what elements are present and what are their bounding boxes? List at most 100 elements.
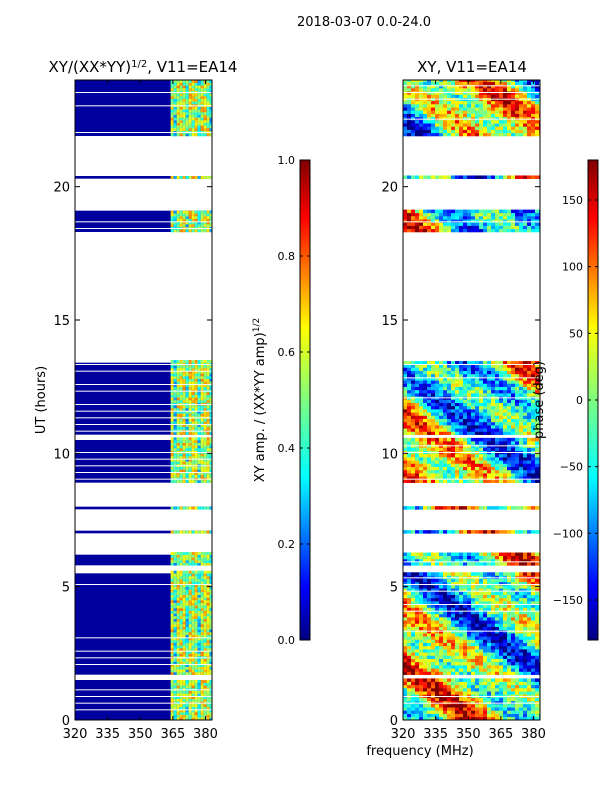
panel2-pixel	[503, 617, 507, 621]
panel2-pixel	[471, 377, 475, 381]
panel2-pixel	[447, 688, 451, 692]
panel1-pixel	[179, 717, 183, 720]
panel2-pixel	[499, 684, 503, 689]
panel1-pixel	[200, 93, 204, 97]
panel2-pixel	[511, 601, 515, 605]
panel2-pixel	[407, 425, 411, 429]
panel2-pixel	[443, 697, 447, 702]
panel2-pixel	[499, 415, 503, 419]
panel1-pixel	[206, 693, 210, 697]
panel2-pixel	[503, 607, 507, 611]
panel2-pixel	[455, 463, 459, 467]
panel2-pixel	[411, 594, 415, 599]
panel1-pixel	[179, 360, 183, 363]
panel1-pixel	[203, 466, 207, 470]
panel2-pixel	[515, 636, 519, 640]
panel2-pixel	[499, 575, 503, 579]
panel2-pixel	[415, 373, 419, 378]
panel1-pixel	[182, 648, 186, 651]
panel1-pixel	[194, 400, 198, 403]
panel2-pixel	[443, 399, 447, 403]
panel1-pixel	[188, 624, 192, 627]
panel2-pixel	[471, 364, 475, 368]
panel2-pixel	[511, 661, 515, 666]
panel2-pixel	[443, 506, 447, 510]
panel2-pixel	[427, 716, 431, 720]
panel2-pixel	[527, 610, 531, 615]
panel2-pixel	[459, 704, 463, 708]
panel2-pixel	[531, 665, 535, 669]
panel2-pixel	[419, 716, 423, 720]
panel2-pixel	[519, 479, 523, 483]
panel2-pixel	[511, 412, 515, 416]
panel2-pixel	[407, 649, 411, 653]
panel2-pixel	[499, 591, 503, 595]
panel2-pixel	[515, 642, 519, 647]
panel1-pixel	[200, 682, 204, 686]
panel1-pixel	[209, 82, 212, 86]
panel2-pixel	[503, 713, 507, 718]
panel2-pixel	[403, 636, 407, 640]
panel2-pixel	[431, 373, 435, 378]
panel2-pixel	[415, 466, 419, 471]
panel1-pixel	[185, 600, 189, 603]
panel2-pixel	[439, 457, 443, 461]
panel1-pixel	[197, 408, 201, 411]
panel2-pixel	[411, 373, 415, 378]
panel2-pixel	[423, 710, 427, 714]
panel2-pixel	[411, 697, 415, 702]
panel2-pixel	[411, 655, 415, 659]
panel2-pixel	[535, 652, 539, 656]
panel2-pixel	[423, 412, 427, 416]
panel2-pixel	[507, 469, 511, 474]
panel2-pixel	[475, 562, 479, 566]
panel1-pixel	[182, 373, 186, 377]
panel2-pixel	[411, 578, 415, 583]
panel2-pixel	[451, 367, 455, 371]
panel1-pixel	[206, 570, 210, 574]
panel2-pixel	[479, 431, 483, 435]
panel1-pixel	[209, 218, 212, 222]
panel2-pixel	[499, 588, 503, 592]
panel2-pixel	[503, 704, 507, 708]
panel2-pixel	[471, 572, 475, 576]
panel2-pixel	[519, 380, 523, 384]
panel1-pixel	[206, 594, 210, 598]
panel1-pixel	[191, 106, 195, 110]
panel2-pixel	[495, 665, 499, 669]
panel2-pixel	[531, 380, 535, 384]
panel1-pixel	[197, 648, 201, 651]
panel2-pixel	[471, 626, 475, 631]
panel2-pixel	[447, 386, 451, 391]
panel1-pixel	[200, 712, 204, 715]
panel2-pixel	[407, 364, 411, 368]
panel2-pixel	[483, 671, 487, 675]
panel2-pixel	[479, 617, 483, 621]
panel1-pixel	[179, 440, 183, 443]
panel2-pixel	[535, 412, 539, 416]
panel2-pixel	[503, 691, 507, 695]
panel2-pixel	[467, 370, 471, 375]
panel1-pixel	[197, 224, 201, 227]
panel2-pixel	[423, 530, 427, 534]
panel2-pixel	[459, 389, 463, 394]
panel1-pixel	[176, 562, 180, 566]
panel2-pixel	[515, 383, 519, 387]
panel2-pixel	[431, 469, 435, 474]
panel1-pixel	[170, 360, 174, 363]
panel2-pixel	[431, 555, 435, 560]
panel2-pixel	[471, 575, 475, 579]
panel1-pixel	[194, 618, 198, 622]
panel2-pixel	[447, 441, 451, 445]
panel2-pixel	[535, 655, 539, 659]
panel1-pixel	[179, 608, 183, 611]
panel1-pixel	[188, 448, 192, 451]
panel1-pixel	[197, 642, 201, 646]
panel1-pixel	[206, 605, 210, 609]
panel2-pixel	[451, 415, 455, 419]
panel2-pixel	[407, 575, 411, 579]
panel1-pixel	[188, 421, 192, 425]
panel2-pixel	[435, 460, 439, 464]
panel2-pixel	[407, 604, 411, 608]
panel1-pixel	[176, 616, 180, 619]
